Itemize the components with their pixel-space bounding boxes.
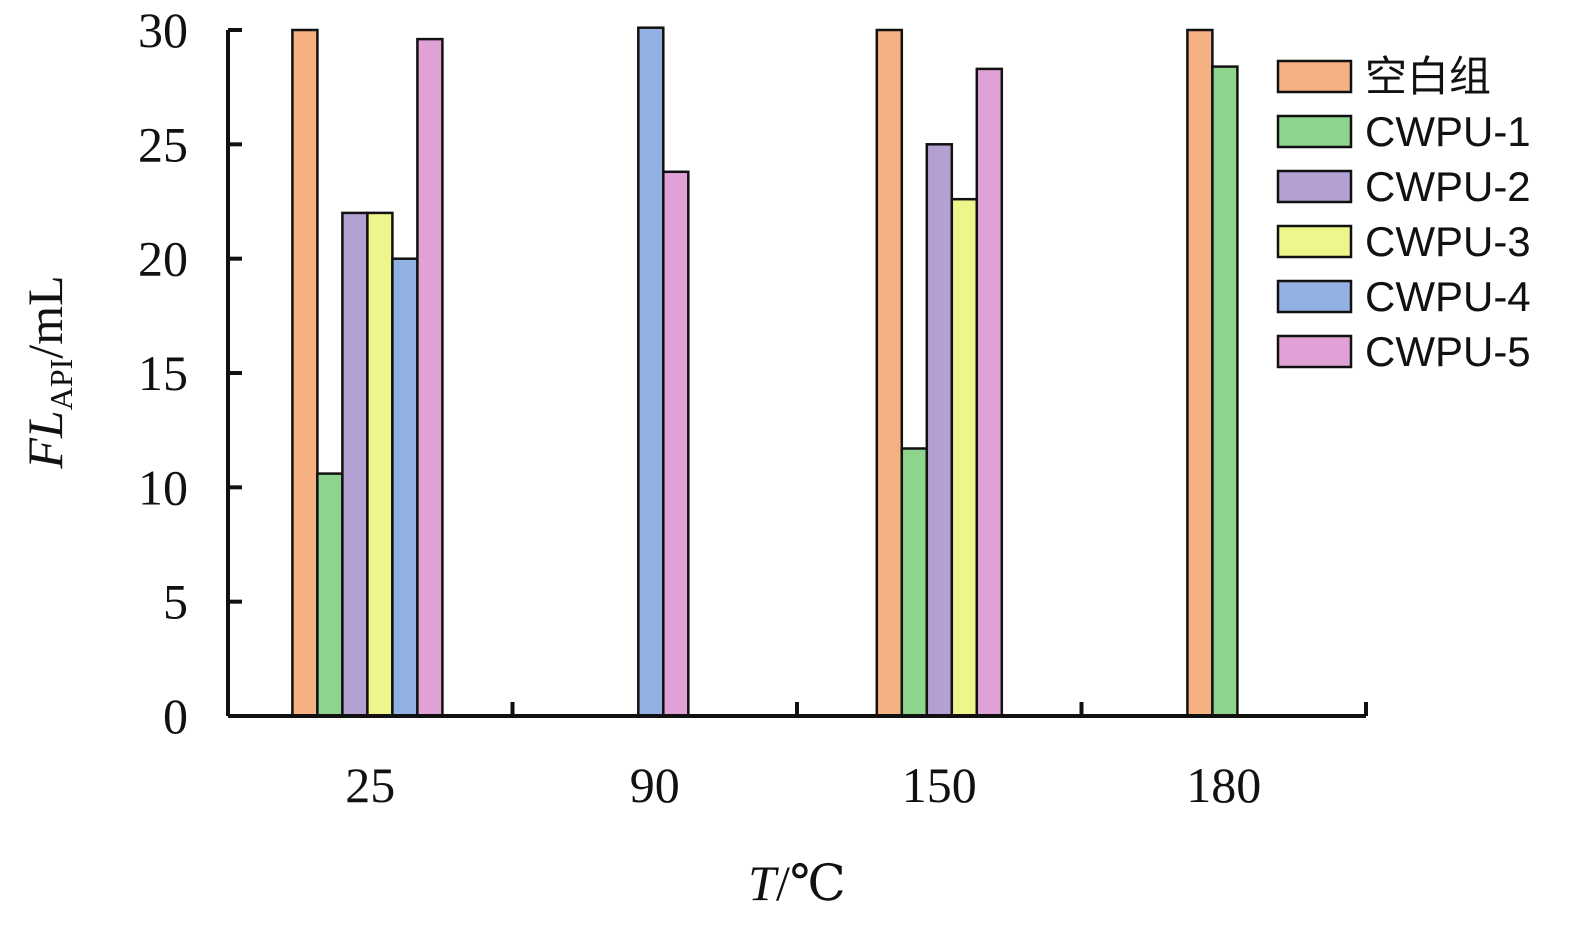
y-tick-label: 25 <box>138 116 188 172</box>
bar-180-blank <box>1186 28 1214 718</box>
bar-25-cwpu-3 <box>366 211 394 718</box>
bar-25-cwpu-4 <box>391 257 419 718</box>
y-tick-label: 0 <box>163 688 188 744</box>
x-tick-label: 25 <box>345 757 395 813</box>
legend-swatch <box>1276 224 1353 259</box>
bar-150-cwpu-1 <box>900 447 929 718</box>
bar-25-cwpu-2 <box>341 211 369 718</box>
legend: 空白组 CWPU-1 CWPU-2 CWPU-3 CWPU-4 CWPU-5 <box>1276 53 1531 375</box>
legend-label: CWPU-1 <box>1365 108 1531 155</box>
legend-swatch <box>1276 114 1353 149</box>
x-axis-title: T/℃ <box>748 855 846 911</box>
legend-swatch <box>1276 334 1353 369</box>
bar-150-cwpu-2 <box>925 143 954 718</box>
legend-label: CWPU-3 <box>1365 218 1531 265</box>
bar-25-cwpu-1 <box>316 472 344 718</box>
y-tick-label: 5 <box>163 574 188 630</box>
y-axis-title: FLAPI/mL <box>17 275 79 469</box>
y-tick-label: 30 <box>138 2 188 58</box>
bar-90-cwpu-4 <box>637 26 665 718</box>
axes-layer: 0 5 10 15 20 25 30 25 90 150 180 <box>138 2 1368 813</box>
legend-swatch <box>1276 169 1353 204</box>
legend-label: 空白组 <box>1365 53 1491 100</box>
bar-180-cwpu-1 <box>1211 65 1239 718</box>
legend-swatch <box>1276 279 1353 314</box>
y-tick-label: 20 <box>138 231 188 287</box>
bar-150-cwpu-3 <box>950 197 979 718</box>
bar-25-cwpu-5 <box>416 37 444 718</box>
bar-25-blank <box>291 28 319 718</box>
bar-150-cwpu-5 <box>975 67 1004 718</box>
legend-label: CWPU-4 <box>1365 273 1531 320</box>
y-tick-label: 10 <box>138 459 188 515</box>
x-tick-label: 90 <box>630 757 680 813</box>
legend-label: CWPU-2 <box>1365 163 1531 210</box>
legend-label: CWPU-5 <box>1365 328 1531 375</box>
bar-150-blank <box>875 28 904 718</box>
x-tick-label: 180 <box>1186 757 1261 813</box>
y-tick-label: 15 <box>138 345 188 401</box>
bars-layer <box>291 26 1239 718</box>
bar-90-cwpu-5 <box>662 170 690 718</box>
x-tick-label: 150 <box>902 757 977 813</box>
legend-swatch <box>1276 59 1353 94</box>
